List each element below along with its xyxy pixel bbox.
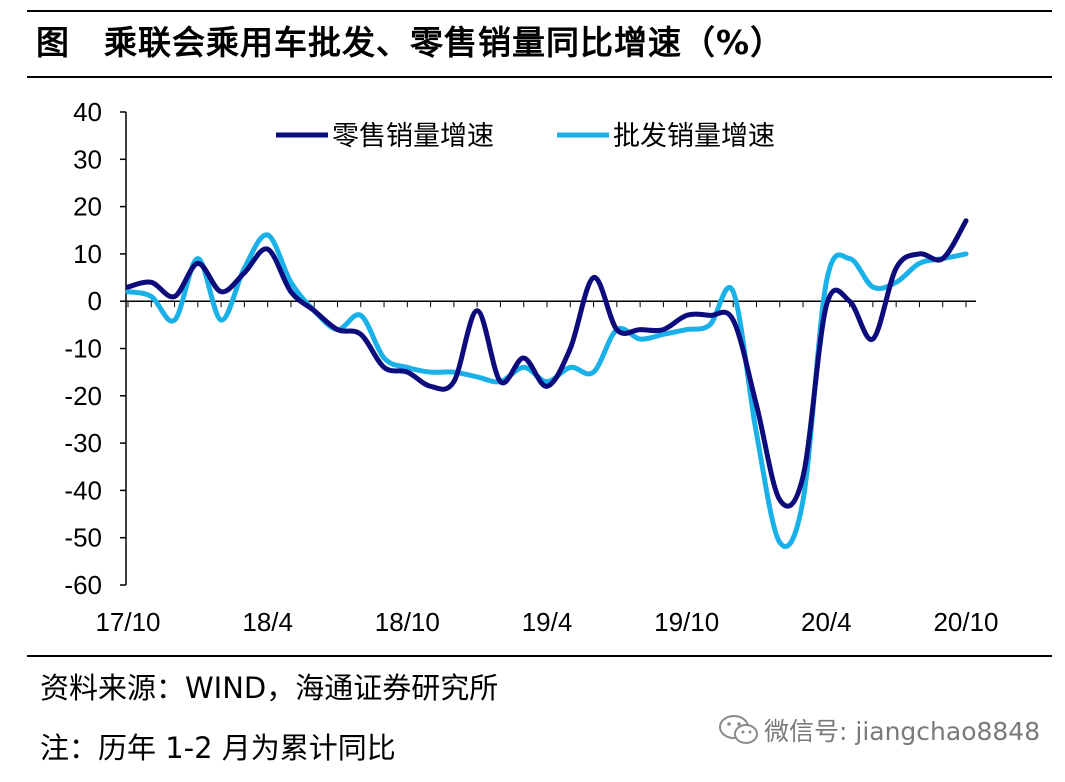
y-tick-label: 40 (73, 97, 102, 127)
series-line-retail (125, 218, 969, 509)
watermark: 微信号: jiangchao8848 (718, 712, 1040, 748)
x-tick-label: 18/4 (242, 607, 293, 637)
title-top-rule (27, 10, 1052, 12)
y-tick-label: -60 (64, 570, 102, 600)
y-tick-label: 0 (88, 286, 102, 316)
y-tick-label: -30 (64, 428, 102, 458)
legend-label: 批发销量增速 (613, 121, 775, 152)
x-tick-label: 19/10 (654, 607, 719, 637)
x-tick-label: 18/10 (375, 607, 440, 637)
legend: 零售销量增速 批发销量增速 (276, 121, 775, 152)
legend-label: 零售销量增速 (332, 121, 494, 152)
x-tick-label: 19/4 (522, 607, 573, 637)
x-tick-label: 20/4 (801, 607, 852, 637)
line-chart: 40 30 20 10 0 -10 -20 -30 -40 -50 -60 17/10 18/4 18/… (64, 97, 999, 637)
title-bottom-rule (27, 76, 1052, 78)
chart-bottom-rule (27, 655, 1052, 657)
y-tick-label: 30 (73, 144, 102, 174)
y-tick-label: 20 (73, 192, 102, 222)
y-tick-label: -20 (64, 381, 102, 411)
y-tick-label: -40 (64, 475, 102, 505)
chart-title: 图 乘联会乘用车批发、零售销量同比增速（%） (36, 23, 785, 62)
x-tick-label: 20/10 (933, 607, 998, 637)
source-text: 资料来源：WIND，海通证券研究所 (40, 671, 499, 705)
series-line-wholesale (125, 232, 969, 550)
note-text: 注：历年 1-2 月为累计同比 (40, 731, 396, 765)
y-axis: 40 30 20 10 0 -10 -20 -30 -40 -50 -60 (64, 97, 127, 600)
y-tick-label: 10 (73, 239, 102, 269)
x-axis: 17/10 18/4 18/10 19/4 19/10 20/4 20/10 (95, 300, 999, 637)
y-tick-label: -10 (64, 334, 102, 364)
wechat-icon (719, 715, 758, 744)
series-layer (125, 218, 969, 550)
x-tick-label: 17/10 (95, 607, 160, 637)
watermark-text: 微信号: jiangchao8848 (764, 717, 1041, 746)
y-tick-label: -50 (64, 523, 102, 553)
